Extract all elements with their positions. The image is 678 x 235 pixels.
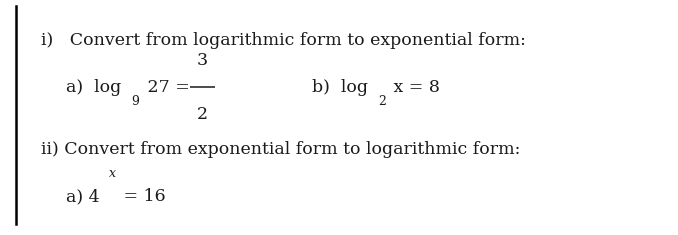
Text: 2: 2	[378, 95, 386, 108]
Text: a)  log: a) log	[66, 79, 121, 96]
Text: 2: 2	[197, 106, 208, 122]
Text: 9: 9	[132, 95, 140, 108]
Text: 3: 3	[197, 52, 208, 69]
Text: b)  log: b) log	[312, 79, 368, 96]
Text: = 16: = 16	[117, 188, 165, 205]
Text: a) 4: a) 4	[66, 188, 99, 205]
Text: x = 8: x = 8	[388, 79, 439, 96]
Text: 27 =: 27 =	[142, 79, 190, 96]
Text: ii) Convert from exponential form to logarithmic form:: ii) Convert from exponential form to log…	[41, 141, 520, 158]
Text: x: x	[108, 167, 116, 180]
Text: i)   Convert from logarithmic form to exponential form:: i) Convert from logarithmic form to expo…	[41, 31, 525, 49]
